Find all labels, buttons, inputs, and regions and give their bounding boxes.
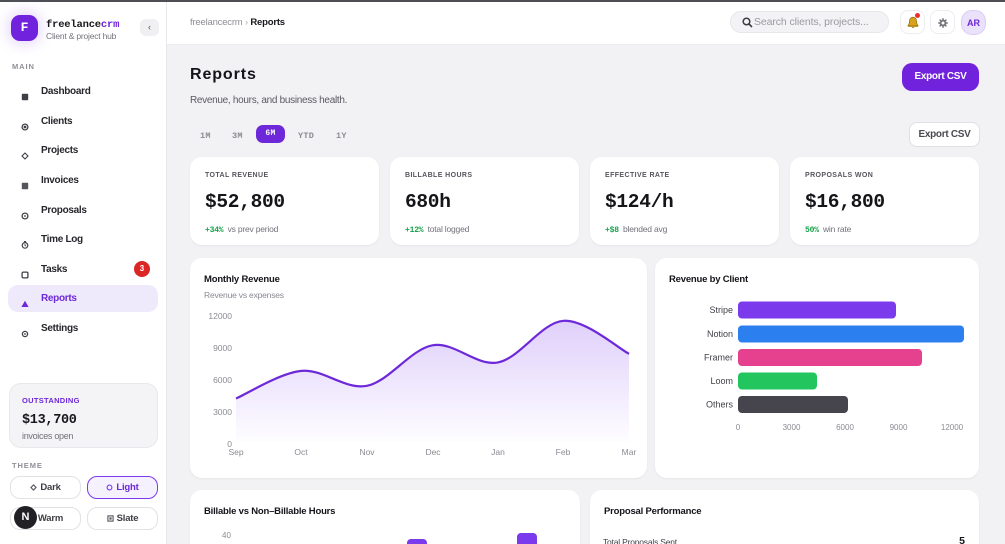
svg-text:Notion: Notion — [707, 329, 733, 339]
svg-text:Dec: Dec — [425, 447, 441, 457]
svg-text:0: 0 — [736, 423, 741, 432]
svg-text:0: 0 — [227, 439, 232, 449]
svg-text:6000: 6000 — [836, 423, 854, 432]
svg-text:Stripe: Stripe — [709, 305, 733, 315]
svg-text:Sep: Sep — [228, 447, 243, 457]
svg-text:Jan: Jan — [491, 447, 505, 457]
svg-text:9000: 9000 — [890, 423, 908, 432]
svg-text:Loom: Loom — [710, 376, 733, 386]
svg-text:Framer: Framer — [704, 353, 733, 363]
svg-text:6000: 6000 — [213, 375, 232, 385]
svg-text:12000: 12000 — [941, 423, 964, 432]
svg-text:3000: 3000 — [213, 407, 232, 417]
svg-text:Nov: Nov — [359, 447, 375, 457]
svg-text:Feb: Feb — [556, 447, 571, 457]
svg-text:3000: 3000 — [783, 423, 801, 432]
svg-text:Others: Others — [706, 400, 734, 410]
svg-text:9000: 9000 — [213, 343, 232, 353]
svg-text:Oct: Oct — [294, 447, 308, 457]
svg-text:12000: 12000 — [208, 311, 232, 321]
svg-text:Mar: Mar — [622, 447, 637, 457]
